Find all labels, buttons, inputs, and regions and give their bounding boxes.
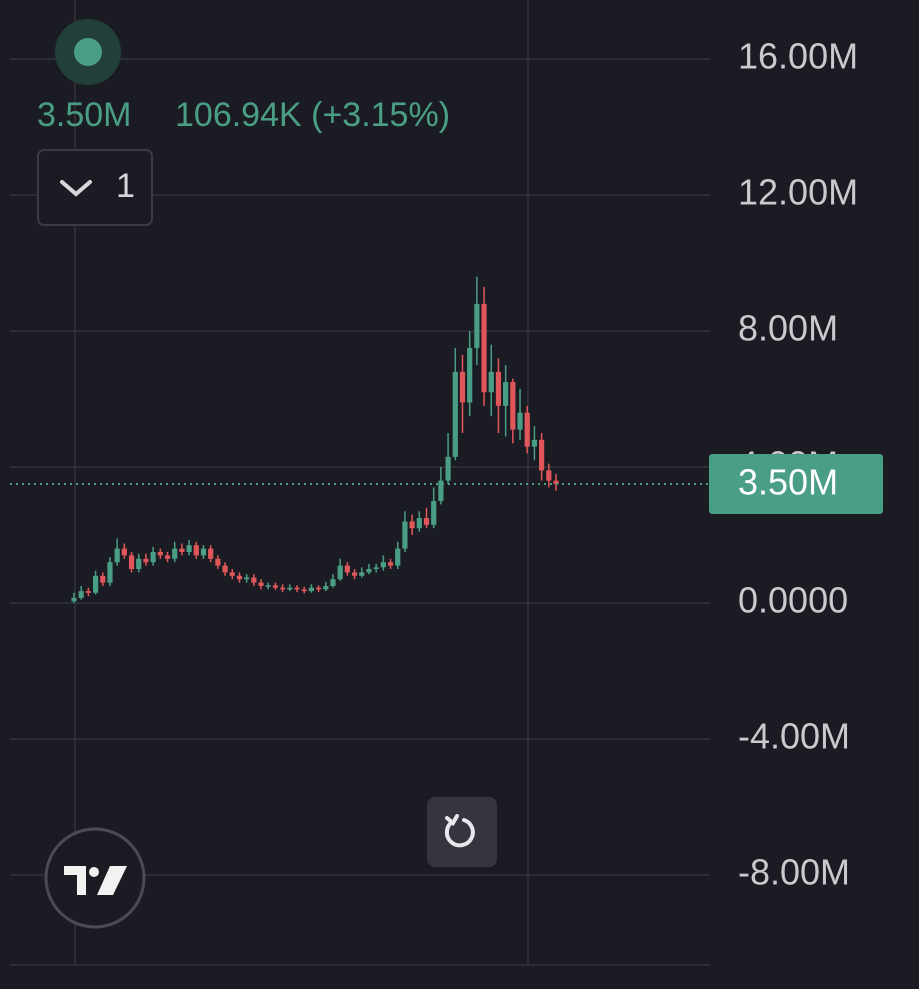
candle-body <box>474 303 480 349</box>
candle-body <box>524 412 530 447</box>
candle-body <box>380 562 386 568</box>
logo-slash <box>97 866 127 895</box>
candle-body <box>71 597 77 602</box>
candle-body <box>172 548 178 559</box>
chevron-icon <box>60 180 92 197</box>
y-tick-label: 12.00M <box>738 172 858 213</box>
candle-body <box>308 587 315 592</box>
candle-body <box>539 439 545 471</box>
candle-body <box>459 371 466 403</box>
candle-body <box>330 579 336 587</box>
candle-body <box>402 521 408 549</box>
legend-price: 3.50M <box>37 96 132 134</box>
candle-body <box>272 585 279 588</box>
candle-body <box>244 577 250 580</box>
candle-body <box>258 582 264 587</box>
candle-body <box>467 348 473 403</box>
candle-body <box>85 591 91 593</box>
reset-button[interactable] <box>427 797 497 867</box>
candle-body <box>387 562 394 566</box>
candle-body <box>359 572 365 576</box>
last-price-label: 3.50M <box>738 462 838 503</box>
candle-body <box>179 548 185 553</box>
candle-body <box>373 567 379 570</box>
candle-body <box>301 589 307 592</box>
candle-body <box>395 548 401 566</box>
candle-body <box>431 501 437 525</box>
y-tick-label: -4.00M <box>738 715 850 756</box>
candle-body <box>510 382 516 430</box>
candle-body <box>193 545 199 556</box>
candle-body <box>294 587 300 590</box>
candle-body <box>423 518 430 525</box>
candle-body <box>287 587 293 590</box>
candle-body <box>445 456 451 481</box>
candle-body <box>280 587 286 590</box>
logo-dot <box>89 867 99 877</box>
candle-body <box>517 412 523 430</box>
candle-body <box>128 555 135 570</box>
candle-body <box>495 371 502 406</box>
interval-button[interactable]: 1 <box>37 149 153 226</box>
candle-body <box>546 470 552 481</box>
legend-change: 106.94K (+3.15%) <box>175 96 450 134</box>
y-tick-label: -8.00M <box>738 851 850 892</box>
candle-body <box>323 586 329 590</box>
reset-box[interactable] <box>427 797 497 867</box>
candle-body <box>208 548 214 559</box>
candle-body <box>531 439 538 447</box>
y-axis: 16.00M12.00M8.00M4.00M0.0000-4.00M-8.00M… <box>709 36 883 892</box>
candle-body <box>481 303 487 393</box>
candle-body <box>107 562 113 583</box>
candle-body <box>229 572 235 576</box>
candle-body <box>100 575 106 583</box>
y-tick-label: 16.00M <box>738 36 858 77</box>
candle-body <box>121 548 127 556</box>
logo-ring[interactable] <box>44 827 146 929</box>
candle-body <box>236 575 243 580</box>
y-tick-label: 0.0000 <box>738 580 848 621</box>
candle-body <box>409 521 415 529</box>
candle-body <box>78 591 84 598</box>
candle-body <box>337 565 343 580</box>
candle-body <box>200 548 207 556</box>
plot <box>10 276 710 603</box>
candle-body <box>92 575 99 593</box>
overlay: 3.50M 106.94K (+3.15%) 1 <box>37 19 497 929</box>
candle-body <box>150 552 156 563</box>
candle-body <box>438 480 444 502</box>
candle-body <box>251 577 257 583</box>
candle-body <box>143 558 149 563</box>
y-tick-label: 8.00M <box>738 308 838 349</box>
interval-box[interactable] <box>37 149 153 226</box>
candle-body <box>164 555 171 559</box>
candle-body <box>315 587 322 590</box>
status-dot <box>74 38 102 66</box>
candle-body <box>222 565 228 573</box>
candle-body <box>186 545 192 553</box>
reset-icon <box>444 818 475 848</box>
logo[interactable] <box>44 827 146 929</box>
interval-label: 1 <box>116 167 135 205</box>
candle-body <box>136 558 142 570</box>
candle-body <box>366 569 372 573</box>
candle-body <box>416 518 422 529</box>
candle-body <box>215 558 221 566</box>
candle-body <box>488 371 494 393</box>
last-price-tag <box>709 454 883 515</box>
candle-body <box>344 565 350 573</box>
candle-body <box>452 371 458 457</box>
candle-body <box>503 382 509 406</box>
logo-mark <box>64 866 86 895</box>
reset-arrow <box>445 814 459 827</box>
candle-body <box>351 572 358 576</box>
candle-body <box>553 480 559 485</box>
candle-body <box>114 548 120 563</box>
candle-body <box>157 552 163 556</box>
candle-body <box>265 585 271 587</box>
